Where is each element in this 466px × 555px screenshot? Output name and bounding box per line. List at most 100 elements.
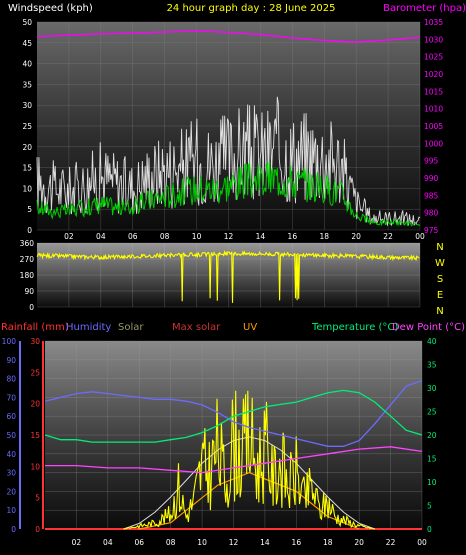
humidity-legend: Humidity xyxy=(66,322,111,333)
compass-label-0: N xyxy=(436,242,443,253)
wind-x-tick-label: 02 xyxy=(64,232,74,241)
direction-tick-label: 360 xyxy=(20,239,35,248)
barometer-tick-label: 1035 xyxy=(424,18,443,27)
barometer-tick-label: 985 xyxy=(424,191,439,200)
barometer-tick-label: 975 xyxy=(424,226,439,235)
rainfall-tick-label: 20 xyxy=(30,400,40,409)
temperature-tick-label: 25 xyxy=(427,408,437,417)
barometer-tick-label: 1015 xyxy=(424,87,443,96)
temperature-tick-label: 15 xyxy=(427,455,437,464)
direction-tick-label: 180 xyxy=(20,271,35,280)
wind-x-tick-label: 12 xyxy=(224,232,234,241)
max-solar-series-line xyxy=(123,436,376,530)
humidity-tick-label: 10 xyxy=(6,506,16,515)
rainfall-tick-label: 30 xyxy=(30,337,40,346)
direction-tick-label: 90 xyxy=(24,287,34,296)
humidity-tick-label: 0 xyxy=(11,525,16,534)
dew-point-legend: Dew Point (°C) xyxy=(392,322,465,333)
direction-plot-area xyxy=(37,243,420,307)
gust-series-line xyxy=(36,96,421,227)
direction-tick-label: 0 xyxy=(29,303,34,312)
barometer-tick-label: 1000 xyxy=(424,139,443,148)
barometer-tick-label: 1025 xyxy=(424,53,443,62)
wind-x-tick-label: 22 xyxy=(383,232,393,241)
wind-tick-label: 35 xyxy=(22,80,32,89)
climate-x-tick-label: 08 xyxy=(166,538,176,547)
climate-x-tick-label: 06 xyxy=(134,538,144,547)
uv-legend: UV xyxy=(243,322,257,333)
wind-x-tick-label: 18 xyxy=(319,232,329,241)
humidity-tick-label: 50 xyxy=(6,431,16,440)
wind-x-tick-label: 14 xyxy=(256,232,266,241)
climate-x-tick-label: 10 xyxy=(197,538,207,547)
humidity-tick-label: 80 xyxy=(6,375,16,384)
humidity-series-line xyxy=(44,379,423,447)
wind-tick-label: 5 xyxy=(27,205,32,214)
wind-tick-label: 20 xyxy=(22,143,32,152)
rainfall-tick-label: 0 xyxy=(35,525,40,534)
wind-x-tick-label: 10 xyxy=(192,232,202,241)
humidity-tick-label: 40 xyxy=(6,450,16,459)
humidity-tick-label: 90 xyxy=(6,356,16,365)
rainfall-tick-label: 5 xyxy=(35,494,40,503)
barometer-tick-label: 990 xyxy=(424,174,439,183)
climate-x-tick-label: 20 xyxy=(354,538,364,547)
wind-tick-label: 30 xyxy=(22,101,32,110)
wind-x-tick-label: 08 xyxy=(160,232,170,241)
average-wind-series-line xyxy=(36,161,421,227)
wind-tick-label: 25 xyxy=(22,122,32,131)
rainfall-tick-label: 10 xyxy=(30,462,40,471)
compass-label-4: N xyxy=(436,306,443,317)
chart-title: 24 hour graph day : 28 June 2025 xyxy=(167,3,336,14)
wind-tick-label: 10 xyxy=(22,184,32,193)
humidity-tick-label: 100 xyxy=(2,337,17,346)
temperature-tick-label: 10 xyxy=(427,478,437,487)
rainfall-tick-label: 15 xyxy=(30,431,40,440)
temperature-series-line xyxy=(44,389,423,443)
solar-legend: Solar xyxy=(118,322,144,333)
climate-x-tick-label: 04 xyxy=(103,538,113,547)
compass-label-3: E xyxy=(437,290,443,301)
temperature-tick-label: 5 xyxy=(427,502,432,511)
barometer-tick-label: 980 xyxy=(424,209,439,218)
wind-x-tick-label: 20 xyxy=(351,232,361,241)
climate-x-tick-label: 22 xyxy=(386,538,396,547)
barometer-tick-label: 1020 xyxy=(424,70,443,79)
barometer-tick-label: 1030 xyxy=(424,35,443,44)
climate-x-tick-label: 14 xyxy=(260,538,270,547)
temperature-tick-label: 35 xyxy=(427,361,437,370)
wind-x-tick-label: 00 xyxy=(415,232,425,241)
wind-tick-label: 40 xyxy=(22,60,32,69)
temperature-tick-label: 20 xyxy=(427,431,437,440)
humidity-tick-label: 30 xyxy=(6,469,16,478)
barometer-series-line xyxy=(36,29,421,43)
climate-x-tick-label: 18 xyxy=(323,538,333,547)
wind-axis-label: Windspeed (kph) xyxy=(8,3,93,14)
temperature-tick-label: 40 xyxy=(427,337,437,346)
barometer-tick-label: 995 xyxy=(424,157,439,166)
barometer-tick-label: 1010 xyxy=(424,105,443,114)
climate-x-tick-label: 02 xyxy=(72,538,82,547)
humidity-tick-label: 70 xyxy=(6,393,16,402)
max-solar-legend: Max solar xyxy=(172,322,221,333)
rainfall-legend: Rainfall (mm) xyxy=(1,322,69,333)
wind-tick-label: 15 xyxy=(22,164,32,173)
rainfall-tick-label: 25 xyxy=(30,368,40,377)
wind-tick-label: 0 xyxy=(27,226,32,235)
climate-x-tick-label: 12 xyxy=(229,538,239,547)
direction-tick-label: 270 xyxy=(20,255,35,264)
climate-x-tick-label: 16 xyxy=(292,538,302,547)
temperature-tick-label: 0 xyxy=(427,525,432,534)
wind-x-tick-label: 06 xyxy=(128,232,138,241)
climate-x-tick-label: 00 xyxy=(417,538,427,547)
barometer-axis-label: Barometer (hpa) xyxy=(383,3,466,14)
wind-tick-label: 50 xyxy=(22,18,32,27)
humidity-tick-label: 60 xyxy=(6,412,16,421)
temperature-tick-label: 30 xyxy=(427,384,437,393)
barometer-tick-label: 1005 xyxy=(424,122,443,131)
humidity-tick-label: 20 xyxy=(6,487,16,496)
compass-label-1: W xyxy=(435,258,445,269)
compass-label-2: S xyxy=(437,274,443,285)
dew-point-series-line xyxy=(45,446,423,474)
